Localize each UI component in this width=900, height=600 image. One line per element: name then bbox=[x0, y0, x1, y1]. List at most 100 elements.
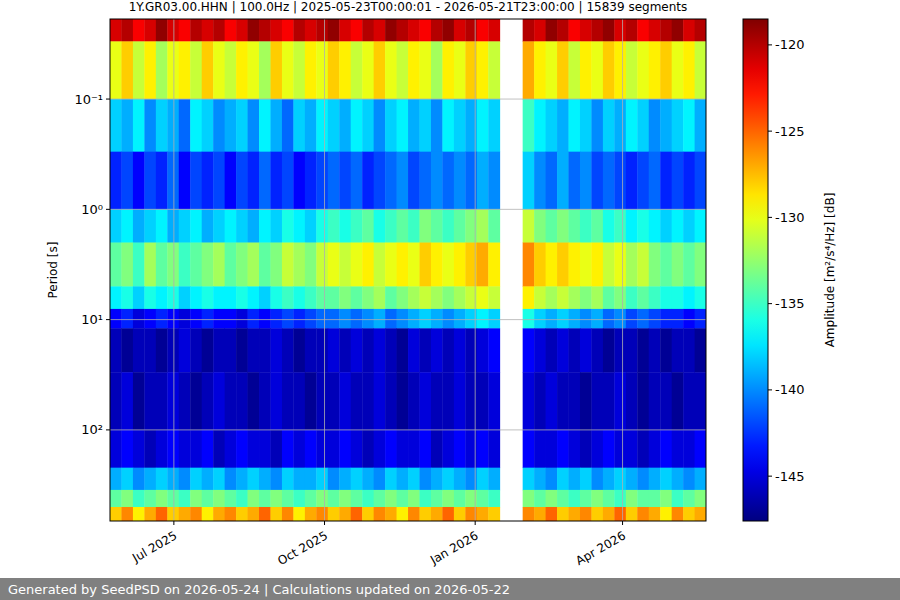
cell bbox=[236, 430, 248, 468]
cell bbox=[534, 152, 546, 210]
cell bbox=[270, 99, 282, 152]
cell bbox=[121, 152, 133, 210]
cell bbox=[236, 507, 248, 521]
cell bbox=[637, 19, 649, 42]
cell bbox=[305, 209, 317, 243]
cell bbox=[488, 468, 500, 491]
cell bbox=[328, 243, 340, 287]
cell bbox=[328, 507, 340, 521]
cell bbox=[672, 243, 684, 287]
cell bbox=[408, 309, 420, 329]
cell bbox=[419, 99, 431, 152]
cell bbox=[477, 507, 489, 521]
cell bbox=[259, 490, 271, 507]
cell bbox=[282, 19, 294, 42]
cell bbox=[179, 507, 191, 521]
cell bbox=[523, 41, 535, 99]
cell bbox=[442, 309, 454, 329]
cell bbox=[557, 209, 569, 243]
tick bbox=[475, 521, 476, 525]
cell bbox=[328, 328, 340, 372]
cell bbox=[546, 507, 558, 521]
cell bbox=[569, 286, 581, 309]
cell bbox=[649, 209, 661, 243]
cell bbox=[591, 328, 603, 372]
cell bbox=[351, 309, 363, 329]
cell bbox=[351, 328, 363, 372]
cell bbox=[179, 309, 191, 329]
cell bbox=[374, 507, 386, 521]
cell bbox=[477, 372, 489, 430]
cell bbox=[305, 19, 317, 42]
cell bbox=[580, 430, 592, 468]
cell bbox=[225, 430, 237, 468]
cell bbox=[351, 19, 363, 42]
cell bbox=[477, 243, 489, 287]
cell bbox=[408, 372, 420, 430]
cell bbox=[213, 372, 225, 430]
cell bbox=[236, 468, 248, 491]
cell bbox=[454, 41, 466, 99]
cell bbox=[569, 41, 581, 99]
footer-band bbox=[0, 578, 900, 600]
cell bbox=[397, 309, 409, 329]
cell bbox=[603, 41, 615, 99]
cell bbox=[431, 286, 443, 309]
cell bbox=[477, 430, 489, 468]
cell bbox=[591, 490, 603, 507]
cell bbox=[672, 209, 684, 243]
footer: Generated by SeedPSD on 2026-05-24 | Cal… bbox=[8, 582, 510, 597]
cell bbox=[225, 99, 237, 152]
cell bbox=[351, 507, 363, 521]
cell bbox=[144, 372, 156, 430]
cell bbox=[603, 507, 615, 521]
cell bbox=[683, 507, 695, 521]
cell bbox=[133, 286, 145, 309]
tick-label: 10⁻¹ bbox=[74, 92, 103, 107]
cell bbox=[442, 99, 454, 152]
cell bbox=[591, 243, 603, 287]
grid-line bbox=[622, 19, 623, 521]
cell bbox=[695, 152, 706, 210]
cell bbox=[603, 430, 615, 468]
cell bbox=[316, 19, 328, 42]
cell bbox=[374, 468, 386, 491]
cell bbox=[477, 286, 489, 309]
cell bbox=[328, 372, 340, 430]
cell bbox=[569, 490, 581, 507]
cell bbox=[557, 328, 569, 372]
cell bbox=[488, 99, 500, 152]
cell bbox=[351, 490, 363, 507]
cell bbox=[546, 328, 558, 372]
tick bbox=[106, 319, 110, 320]
cell bbox=[305, 507, 317, 521]
tick-label: 10² bbox=[81, 422, 103, 437]
cell bbox=[523, 99, 535, 152]
cell bbox=[144, 328, 156, 372]
cell bbox=[454, 19, 466, 42]
cell bbox=[248, 430, 260, 468]
cell bbox=[419, 507, 431, 521]
cell bbox=[385, 468, 397, 491]
cell bbox=[385, 309, 397, 329]
cell bbox=[397, 490, 409, 507]
grid-line bbox=[110, 209, 706, 210]
cell bbox=[672, 468, 684, 491]
cell bbox=[397, 328, 409, 372]
cell bbox=[683, 468, 695, 491]
cell bbox=[351, 99, 363, 152]
cell bbox=[523, 243, 535, 287]
cell bbox=[534, 286, 546, 309]
grid-line bbox=[173, 19, 174, 521]
cell bbox=[316, 286, 328, 309]
cell bbox=[236, 328, 248, 372]
cell bbox=[660, 99, 672, 152]
cell bbox=[454, 507, 466, 521]
cell bbox=[167, 209, 179, 243]
cell bbox=[293, 372, 305, 430]
cell bbox=[557, 286, 569, 309]
cell bbox=[580, 507, 592, 521]
cell bbox=[626, 309, 638, 329]
colorbar-tick bbox=[768, 44, 772, 45]
cell bbox=[695, 490, 706, 507]
